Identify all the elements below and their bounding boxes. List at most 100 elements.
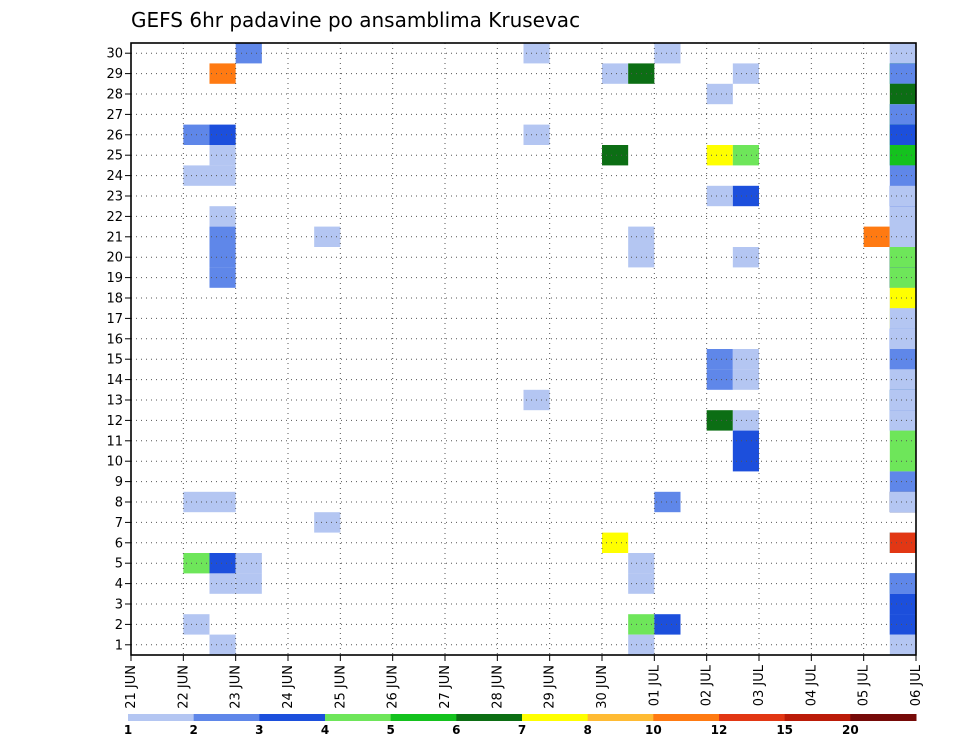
ensemble-cell <box>889 185 916 207</box>
ensemble-cell <box>732 247 759 268</box>
ensemble-cell <box>889 471 916 492</box>
ensemble-cell <box>889 430 916 451</box>
ensemble-cell <box>889 573 916 594</box>
y-tick-label: 27 <box>106 108 123 123</box>
ensemble-cell <box>209 634 236 655</box>
y-tick-label: 3 <box>115 598 123 613</box>
ensemble-cell <box>889 43 916 64</box>
y-tick-label: 21 <box>106 230 123 245</box>
ensemble-cell <box>889 124 916 145</box>
ensemble-cell <box>209 165 236 186</box>
legend-swatch <box>128 714 195 721</box>
ensemble-cell <box>732 430 759 451</box>
ensemble-cell <box>889 593 916 615</box>
ensemble-cell <box>889 532 916 553</box>
ensemble-cell <box>889 328 916 349</box>
y-tick-label: 12 <box>106 414 123 429</box>
ensemble-cell <box>209 226 236 247</box>
ensemble-cell <box>889 634 916 655</box>
legend-level-label: 15 <box>776 723 793 737</box>
ensemble-cell <box>732 369 759 390</box>
ensemble-cell <box>602 145 629 166</box>
legend-level-label: 20 <box>842 723 859 737</box>
ensemble-cell <box>889 104 916 125</box>
ensemble-cell <box>314 512 341 533</box>
y-tick-label: 29 <box>106 67 123 82</box>
ensemble-cell <box>889 308 916 329</box>
legend-swatch <box>259 714 326 721</box>
y-tick-label: 6 <box>115 536 123 551</box>
ensemble-cell <box>889 614 916 635</box>
ensemble-cell <box>706 369 733 390</box>
legend-level-label: 7 <box>518 723 526 737</box>
y-tick-label: 4 <box>115 577 123 592</box>
y-tick-label: 16 <box>106 332 123 347</box>
ensemble-cell <box>706 83 733 105</box>
x-tick-label: 28 JUN <box>490 665 505 709</box>
ensemble-cell <box>732 145 759 166</box>
ensemble-cell <box>209 553 236 574</box>
ensemble-cell <box>654 491 681 513</box>
x-tick-label: 29 JUN <box>543 665 558 709</box>
color-legend: 1 2 3 4 5 6 7 8 10 12 15 20 <box>124 714 917 737</box>
legend-swatch <box>193 714 260 721</box>
ensemble-cell <box>732 410 759 431</box>
ensemble-cell <box>602 63 629 84</box>
y-tick-label: 26 <box>106 128 123 143</box>
ensemble-cell <box>654 43 681 64</box>
ensemble-cell <box>706 185 733 207</box>
y-axis: 1234567891011121314151617181920212223242… <box>106 47 131 653</box>
ensemble-cell <box>732 349 759 370</box>
ensemble-cell <box>889 206 916 227</box>
ensemble-cell <box>209 491 236 513</box>
y-tick-label: 18 <box>106 292 123 307</box>
ensemble-cell <box>889 165 916 186</box>
chart-title: GEFS 6hr padavine po ansamblima Krusevac <box>131 8 580 32</box>
ensemble-cell <box>209 573 236 594</box>
x-tick-label: 30 JUN <box>595 665 610 709</box>
x-tick-label: 24 JUN <box>281 665 296 709</box>
y-tick-label: 19 <box>106 271 123 286</box>
ensemble-cell <box>209 124 236 145</box>
ensemble-cell <box>732 451 759 472</box>
legend-level-label: 12 <box>711 723 728 737</box>
y-tick-label: 22 <box>106 210 123 225</box>
ensemble-cell <box>889 389 916 411</box>
y-tick-label: 10 <box>106 455 123 470</box>
ensemble-cell <box>889 145 916 166</box>
y-tick-label: 5 <box>115 557 123 572</box>
ensemble-cell <box>706 145 733 166</box>
legend-level-label: 5 <box>386 723 394 737</box>
ensemble-cell <box>889 247 916 268</box>
ensemble-cell <box>235 43 262 64</box>
legend-level-label: 2 <box>189 723 197 737</box>
ensemble-cell <box>602 532 629 553</box>
legend-swatch <box>587 714 654 721</box>
y-tick-label: 25 <box>106 149 123 164</box>
ensemble-cell <box>889 83 916 105</box>
legend-swatch <box>456 714 523 721</box>
x-axis: 21 JUN 22 JUN 23 JUN 24 JUN 25 JUN 26 JUN 27 J… <box>124 655 924 709</box>
ensemble-cell <box>889 349 916 370</box>
ensemble-cell <box>209 206 236 227</box>
ensemble-cell <box>889 287 916 309</box>
ensemble-cell <box>654 614 681 635</box>
ensemble-cell <box>732 185 759 207</box>
x-tick-label: 27 JUN <box>438 665 453 709</box>
x-tick-label: 06 JUL <box>909 664 924 706</box>
y-tick-label: 9 <box>115 475 123 490</box>
y-tick-label: 14 <box>106 373 123 388</box>
x-tick-label: 25 JUN <box>333 665 348 709</box>
ensemble-cell <box>706 349 733 370</box>
ensemble-cell <box>314 226 341 247</box>
y-tick-label: 1 <box>115 638 123 653</box>
y-tick-label: 20 <box>106 251 123 266</box>
x-tick-label: 04 JUL <box>804 664 819 706</box>
ensemble-cell <box>235 573 262 594</box>
ensemble-cell <box>209 267 236 288</box>
legend-swatch <box>784 714 851 721</box>
ensemble-cell <box>209 247 236 268</box>
x-tick-label: 05 JUL <box>857 664 872 706</box>
legend-swatch <box>325 714 392 721</box>
ensemble-cell <box>889 491 916 513</box>
